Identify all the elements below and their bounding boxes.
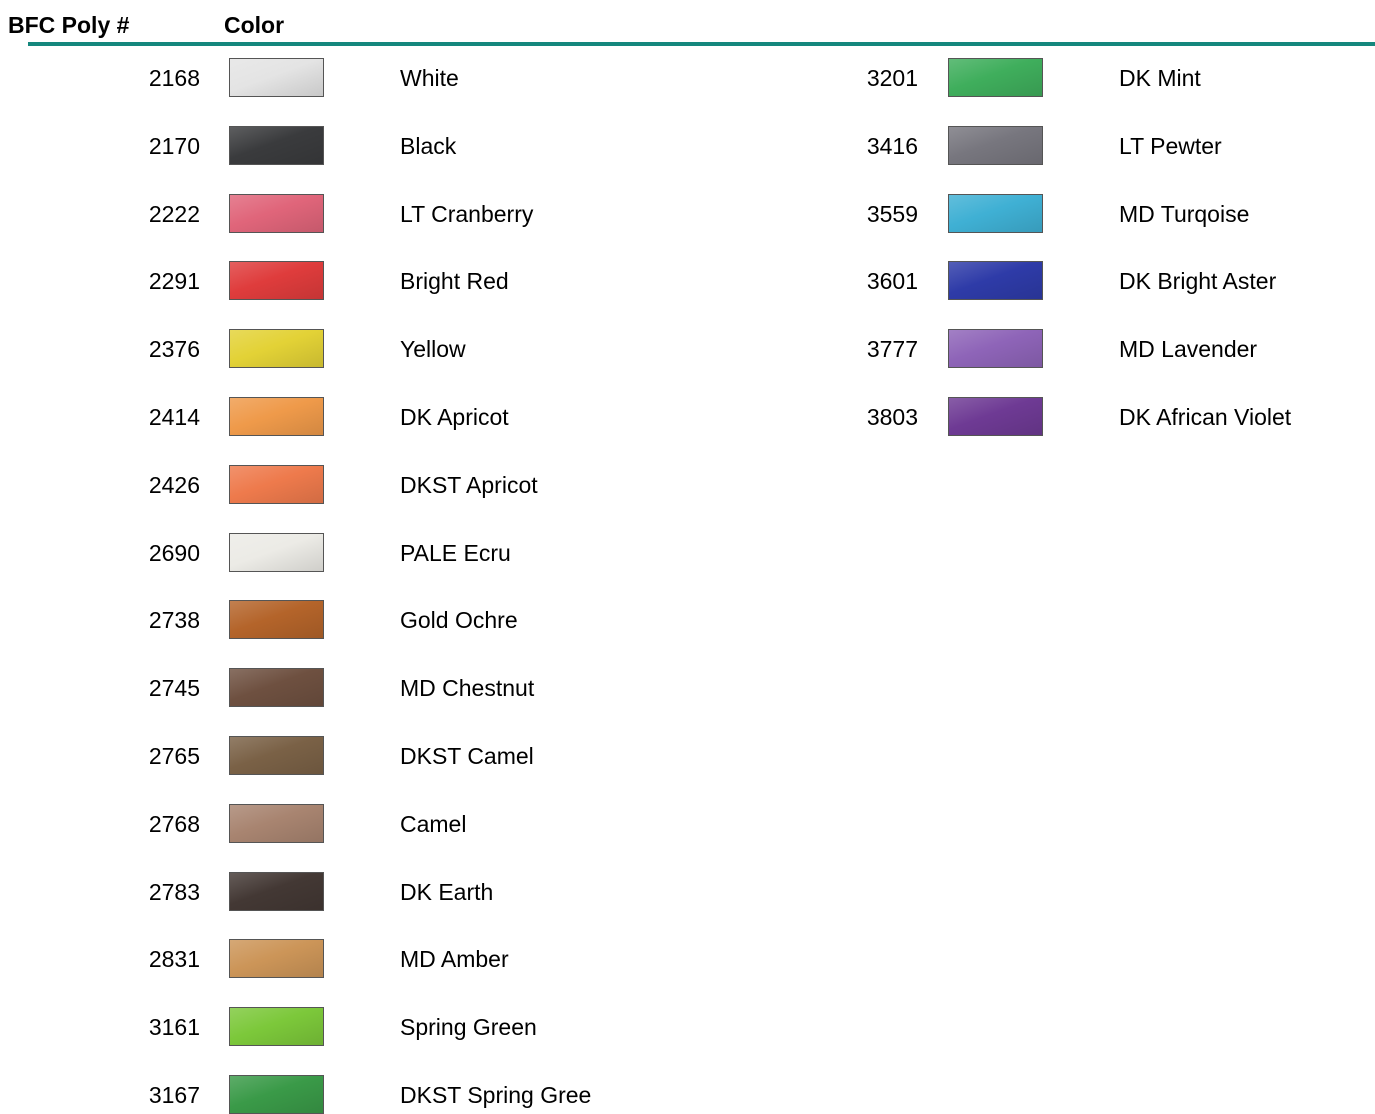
color-name: Spring Green [400,1014,537,1041]
color-swatch [229,871,324,911]
color-swatch [229,1075,324,1114]
color-name: PALE Ecru [400,539,511,566]
color-name: MD Turqoise [1119,200,1250,227]
color-name: DK Earth [400,878,494,905]
thread-number: 2690 [148,539,200,566]
thread-number: 2831 [148,946,200,973]
color-swatch [229,329,324,369]
color-name: MD Chestnut [400,675,535,702]
thread-number: 3601 [866,268,918,295]
color-swatch [229,261,324,301]
thread-number: 2414 [148,404,200,430]
color-name: DKST Camel [400,743,534,769]
thread-number: 3161 [148,1014,200,1041]
color-swatch [229,600,324,640]
color-swatch [948,261,1043,301]
color-swatch [229,939,324,979]
thread-number: 2168 [148,65,200,91]
color-name: DK African Violet [1119,404,1292,430]
color-name: MD Amber [400,946,509,973]
color-swatch [948,125,1043,165]
color-swatch [948,397,1043,436]
color-name: Yellow [400,336,466,363]
color-name: Bright Red [400,268,509,295]
color-swatch [229,1007,324,1047]
color-swatch [229,58,324,97]
color-name: DKST Apricot [400,471,538,498]
color-swatch [229,125,324,165]
color-swatch [948,58,1043,97]
thread-number: 2745 [148,675,200,702]
thread-number: 2738 [148,607,200,634]
header-number: BFC Poly # [8,12,130,38]
thread-number: 3167 [148,1082,200,1108]
thread-number: 2768 [148,810,200,837]
header-color: Color [224,12,285,38]
color-name: LT Pewter [1119,132,1222,159]
color-name: DK Apricot [400,404,509,430]
color-swatch [229,464,324,504]
color-name: Camel [400,810,467,837]
thread-number: 2170 [148,132,200,159]
color-swatch [229,532,324,572]
color-swatch [948,193,1043,233]
color-name: LT Cranberry [400,200,534,227]
color-swatch [229,193,324,233]
color-swatch [229,803,324,843]
header-rule [28,42,1375,46]
thread-number: 2376 [148,336,200,363]
thread-number: 3416 [866,132,918,159]
color-swatch [948,329,1043,369]
color-swatch [229,668,324,708]
thread-number: 3803 [866,404,918,430]
thread-number: 2291 [148,268,200,295]
color-swatch [229,736,324,775]
thread-number: 3201 [866,65,918,91]
thread-number: 2222 [148,200,200,227]
thread-number: 2783 [148,878,200,905]
color-name: DK Bright Aster [1119,268,1277,295]
color-name: White [400,65,459,91]
color-name: Black [400,132,457,159]
color-swatch [229,397,324,436]
color-name: DKST Spring Gree [400,1082,592,1108]
thread-number: 3777 [866,336,918,363]
thread-number: 2765 [148,743,200,769]
color-name: Gold Ochre [400,607,518,634]
color-name: DK Mint [1119,65,1201,91]
color-name: MD Lavender [1119,336,1258,363]
thread-number: 3559 [866,200,918,227]
thread-number: 2426 [148,471,200,498]
